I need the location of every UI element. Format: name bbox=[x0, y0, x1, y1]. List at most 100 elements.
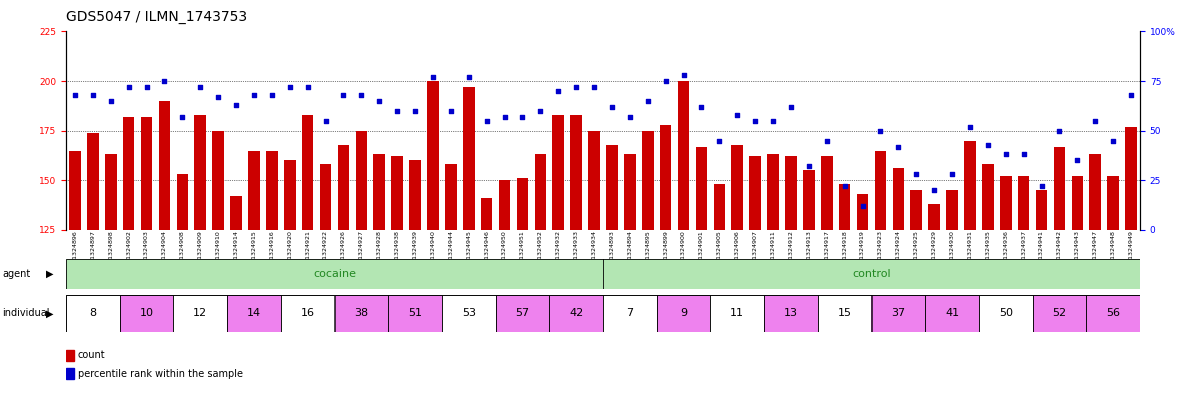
Bar bbox=[88, 133, 98, 230]
Bar bbox=[463, 87, 474, 230]
Bar bbox=[893, 168, 904, 230]
Text: 11: 11 bbox=[731, 309, 744, 318]
Point bbox=[406, 108, 425, 114]
Point bbox=[316, 118, 335, 124]
Bar bbox=[947, 190, 958, 230]
Bar bbox=[266, 151, 277, 230]
Point bbox=[584, 84, 604, 90]
Point bbox=[638, 98, 658, 104]
Bar bbox=[173, 295, 227, 332]
Bar bbox=[925, 295, 979, 332]
Bar bbox=[66, 350, 73, 361]
Text: 7: 7 bbox=[626, 309, 634, 318]
Point bbox=[548, 88, 568, 94]
Point bbox=[494, 114, 514, 120]
Point bbox=[388, 108, 407, 114]
Point bbox=[173, 114, 192, 120]
Point bbox=[119, 84, 138, 90]
Point bbox=[460, 74, 479, 80]
Point bbox=[853, 203, 872, 209]
Point bbox=[1068, 157, 1087, 163]
Bar bbox=[570, 115, 582, 230]
Bar bbox=[281, 295, 335, 332]
Point bbox=[155, 78, 174, 84]
Text: ▶: ▶ bbox=[46, 269, 53, 279]
Bar bbox=[785, 156, 797, 230]
Bar bbox=[534, 154, 546, 230]
Bar bbox=[319, 164, 331, 230]
Bar bbox=[764, 295, 818, 332]
Bar bbox=[517, 178, 528, 230]
Point bbox=[245, 92, 264, 98]
Bar bbox=[857, 194, 869, 230]
Bar bbox=[1086, 295, 1140, 332]
Bar bbox=[588, 130, 600, 230]
Point bbox=[835, 183, 854, 189]
Bar bbox=[140, 117, 152, 230]
Bar bbox=[979, 295, 1032, 332]
Bar bbox=[1072, 176, 1084, 230]
Bar bbox=[550, 295, 604, 332]
Bar bbox=[1090, 154, 1102, 230]
Text: agent: agent bbox=[2, 269, 31, 279]
Bar bbox=[1108, 176, 1118, 230]
Bar bbox=[212, 130, 224, 230]
Bar bbox=[302, 115, 313, 230]
Point bbox=[512, 114, 532, 120]
Point bbox=[101, 98, 120, 104]
Bar bbox=[227, 295, 281, 332]
Text: 12: 12 bbox=[193, 309, 208, 318]
Bar bbox=[764, 295, 818, 332]
Text: cocaine: cocaine bbox=[313, 269, 356, 279]
Point bbox=[263, 92, 282, 98]
Bar bbox=[925, 295, 979, 332]
Bar bbox=[496, 295, 550, 332]
Bar bbox=[158, 101, 170, 230]
Text: percentile rank within the sample: percentile rank within the sample bbox=[78, 369, 242, 379]
Text: 41: 41 bbox=[944, 309, 959, 318]
Bar bbox=[1036, 190, 1048, 230]
Bar bbox=[929, 204, 940, 230]
Bar bbox=[248, 151, 259, 230]
Bar bbox=[1032, 295, 1086, 332]
Point bbox=[817, 138, 836, 144]
Point bbox=[620, 114, 640, 120]
Text: 16: 16 bbox=[301, 309, 314, 318]
Text: 56: 56 bbox=[1106, 309, 1120, 318]
Bar bbox=[606, 145, 618, 230]
Bar bbox=[230, 196, 242, 230]
Point bbox=[727, 112, 746, 118]
Point bbox=[352, 92, 371, 98]
Bar bbox=[66, 259, 604, 289]
Bar bbox=[335, 295, 389, 332]
Point bbox=[298, 84, 317, 90]
Bar bbox=[391, 156, 403, 230]
Point bbox=[530, 108, 550, 114]
Text: 14: 14 bbox=[247, 309, 262, 318]
Point bbox=[996, 151, 1015, 158]
Point bbox=[1122, 92, 1141, 98]
Text: 42: 42 bbox=[569, 309, 583, 318]
Bar bbox=[656, 295, 710, 332]
Text: GDS5047 / ILMN_1743753: GDS5047 / ILMN_1743753 bbox=[66, 10, 247, 24]
Point bbox=[942, 171, 961, 178]
Bar bbox=[373, 154, 385, 230]
Text: 53: 53 bbox=[462, 309, 475, 318]
Bar bbox=[604, 295, 656, 332]
Bar bbox=[427, 81, 439, 230]
Point bbox=[602, 104, 622, 110]
Bar bbox=[552, 115, 564, 230]
Bar bbox=[1126, 127, 1136, 230]
Bar bbox=[409, 160, 421, 230]
Point bbox=[1014, 151, 1033, 158]
Bar bbox=[120, 295, 173, 332]
Bar bbox=[442, 295, 496, 332]
Bar bbox=[1000, 176, 1012, 230]
Bar bbox=[281, 295, 335, 332]
Bar bbox=[104, 154, 116, 230]
Bar bbox=[911, 190, 922, 230]
Point bbox=[1032, 183, 1051, 189]
Bar bbox=[821, 156, 833, 230]
Bar bbox=[499, 180, 510, 230]
Point bbox=[709, 138, 728, 144]
